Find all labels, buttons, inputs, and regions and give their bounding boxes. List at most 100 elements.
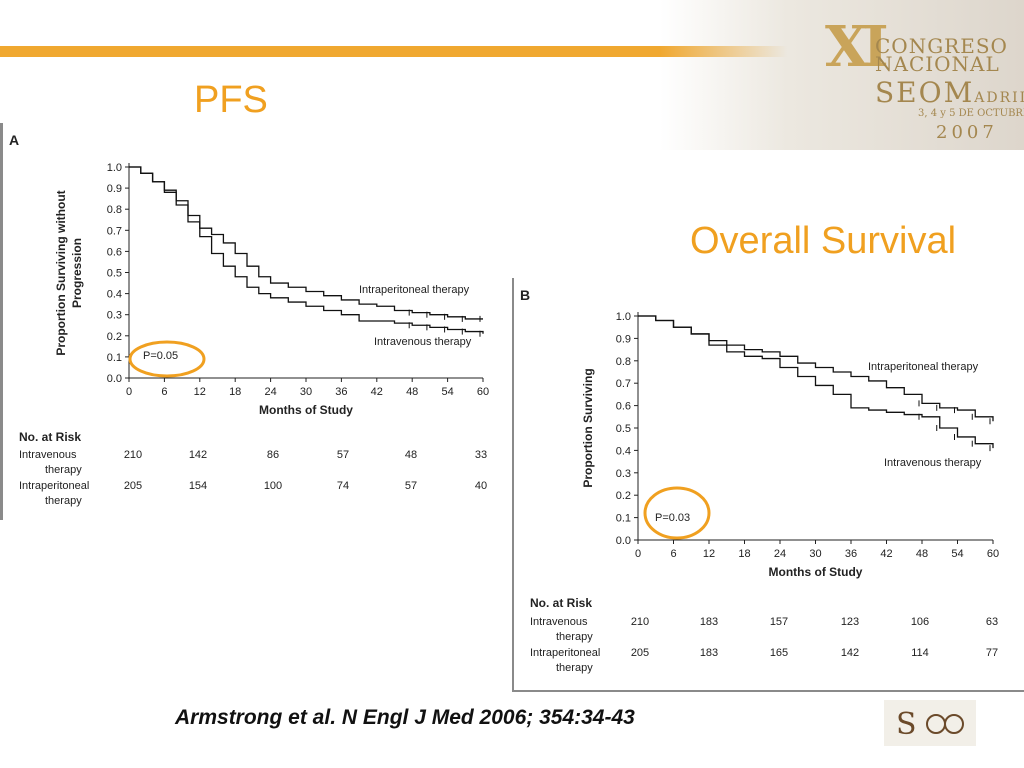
logo-brand-text: SEOM bbox=[875, 76, 975, 109]
x-tick-label: 12 bbox=[703, 548, 715, 560]
y-tick-label: 0.4 bbox=[616, 445, 631, 457]
risk-value: 183 bbox=[700, 616, 718, 628]
risk-table-title: No. at Risk bbox=[530, 596, 592, 610]
series-label: Intraperitoneal therapy bbox=[868, 361, 979, 373]
x-tick-label: 54 bbox=[441, 386, 453, 398]
y-tick-label: 0.4 bbox=[107, 289, 122, 301]
p-value: P=0.03 bbox=[655, 512, 690, 524]
risk-value: 40 bbox=[475, 480, 487, 492]
seom-logo-small: S bbox=[884, 700, 976, 746]
x-tick-label: 0 bbox=[126, 386, 132, 398]
y-tick-label: 0.6 bbox=[107, 246, 122, 258]
risk-value: 74 bbox=[337, 480, 349, 492]
x-tick-label: 30 bbox=[809, 548, 821, 560]
x-tick-label: 36 bbox=[335, 386, 347, 398]
series-line-intravenous bbox=[638, 315, 994, 449]
x-tick-label: 6 bbox=[161, 386, 167, 398]
risk-value: 77 bbox=[986, 647, 998, 659]
x-tick-label: 60 bbox=[987, 548, 999, 560]
series-label: Intravenous therapy bbox=[374, 336, 472, 348]
x-axis-label: Months of Study bbox=[259, 403, 353, 417]
series-label: Intraperitoneal therapy bbox=[359, 284, 470, 296]
os-panel: B 0.0 0.1 0.2 0.3 0.4 0.5 0.6 0.7 0.8 0.9 1.0 0 6 12 18… bbox=[512, 278, 1024, 692]
x-tick-label: 42 bbox=[371, 386, 383, 398]
y-tick-label: 0.7 bbox=[616, 378, 631, 390]
risk-value: 142 bbox=[841, 647, 859, 659]
y-tick-label: 0.8 bbox=[107, 204, 122, 216]
logo-city: ADRID bbox=[974, 90, 1024, 106]
x-tick-label: 60 bbox=[477, 386, 489, 398]
risk-value: 210 bbox=[631, 616, 649, 628]
x-tick-label: 42 bbox=[880, 548, 892, 560]
risk-value: 57 bbox=[337, 449, 349, 461]
series-line-intravenous bbox=[129, 166, 484, 334]
risk-row-label: Intravenous bbox=[530, 616, 588, 628]
header-accent-bar bbox=[0, 46, 820, 57]
series-label: Intravenous therapy bbox=[884, 457, 982, 469]
risk-value: 165 bbox=[770, 647, 788, 659]
y-tick-label: 0.5 bbox=[616, 423, 631, 435]
risk-value: 123 bbox=[841, 616, 859, 628]
y-tick-label: 0.3 bbox=[616, 468, 631, 480]
risk-row-label-2: therapy bbox=[45, 495, 82, 507]
svg-text:S: S bbox=[896, 707, 917, 742]
risk-table-title: No. at Risk bbox=[19, 430, 81, 444]
logo-dates: 3, 4 y 5 DE OCTUBRE bbox=[918, 108, 1024, 119]
p-value-highlight bbox=[128, 340, 206, 378]
p-value: P=0.05 bbox=[143, 350, 178, 362]
risk-row-label-2: therapy bbox=[45, 464, 82, 476]
y-tick-label: 0.7 bbox=[107, 225, 122, 237]
x-tick-label: 0 bbox=[635, 548, 641, 560]
x-tick-label: 30 bbox=[300, 386, 312, 398]
panel-label: B bbox=[520, 287, 530, 303]
risk-value: 183 bbox=[700, 647, 718, 659]
citation: Armstrong et al. N Engl J Med 2006; 354:… bbox=[175, 706, 635, 729]
risk-value: 100 bbox=[264, 480, 282, 492]
y-axis-label-2: Progression bbox=[70, 238, 84, 308]
y-tick-label: 1.0 bbox=[616, 311, 631, 323]
risk-value: 142 bbox=[189, 449, 207, 461]
logo-line-1: CONGRESO bbox=[875, 34, 1008, 58]
risk-value: 210 bbox=[124, 449, 142, 461]
pfs-title: PFS bbox=[194, 79, 268, 121]
logo-brand: SEOMADRID bbox=[875, 76, 1024, 109]
y-tick-label: 0.9 bbox=[616, 333, 631, 345]
y-tick-label: 0.1 bbox=[616, 513, 631, 525]
x-tick-label: 18 bbox=[229, 386, 241, 398]
x-tick-label: 12 bbox=[194, 386, 206, 398]
logo-line-2: NACIONAL bbox=[875, 52, 1000, 76]
os-chart: B 0.0 0.1 0.2 0.3 0.4 0.5 0.6 0.7 0.8 0.9 1.0 0 6 12 18… bbox=[520, 287, 999, 674]
overall-survival-title: Overall Survival bbox=[690, 220, 957, 262]
y-tick-label: 0.1 bbox=[107, 352, 122, 364]
x-tick-label: 24 bbox=[774, 548, 786, 560]
risk-value: 57 bbox=[405, 480, 417, 492]
risk-row-label: Intravenous bbox=[19, 449, 77, 461]
risk-row-label-2: therapy bbox=[556, 631, 593, 643]
x-axis-label: Months of Study bbox=[769, 565, 863, 579]
y-axis-label: Proportion Surviving without bbox=[54, 190, 68, 355]
logo-year: 2007 bbox=[936, 122, 998, 143]
risk-row-label: Intraperitoneal bbox=[530, 647, 600, 659]
x-tick-label: 24 bbox=[264, 386, 276, 398]
y-tick-label: 1.0 bbox=[107, 162, 122, 174]
y-tick-label: 0.2 bbox=[107, 331, 122, 343]
x-tick-label: 6 bbox=[670, 548, 676, 560]
risk-value: 86 bbox=[267, 449, 279, 461]
risk-value: 48 bbox=[405, 449, 417, 461]
congress-logo: XI CONGRESO NACIONAL SEOMADRID 3, 4 y 5 … bbox=[660, 0, 1024, 150]
y-tick-label: 0.8 bbox=[616, 356, 631, 368]
pfs-panel: A 0.0 0.1 0.2 0.3 0.4 0.5 0.6 0.7 0.8 0.9 1.0 0 6 12 18… bbox=[0, 123, 515, 520]
x-tick-label: 48 bbox=[916, 548, 928, 560]
risk-value: 63 bbox=[986, 616, 998, 628]
y-tick-label: 0.5 bbox=[107, 268, 122, 280]
x-tick-label: 48 bbox=[406, 386, 418, 398]
pfs-chart: A 0.0 0.1 0.2 0.3 0.4 0.5 0.6 0.7 0.8 0.9 1.0 0 6 12 18… bbox=[9, 132, 489, 507]
x-tick-label: 54 bbox=[951, 548, 963, 560]
seom-mark-icon: S bbox=[896, 707, 964, 742]
series-line-intraperitoneal bbox=[129, 166, 483, 320]
risk-value: 106 bbox=[911, 616, 929, 628]
y-axis-label: Proportion Surviving bbox=[581, 368, 595, 487]
y-tick-label: 0.2 bbox=[616, 490, 631, 502]
p-value-highlight bbox=[643, 486, 711, 540]
y-tick-label: 0.6 bbox=[616, 401, 631, 413]
